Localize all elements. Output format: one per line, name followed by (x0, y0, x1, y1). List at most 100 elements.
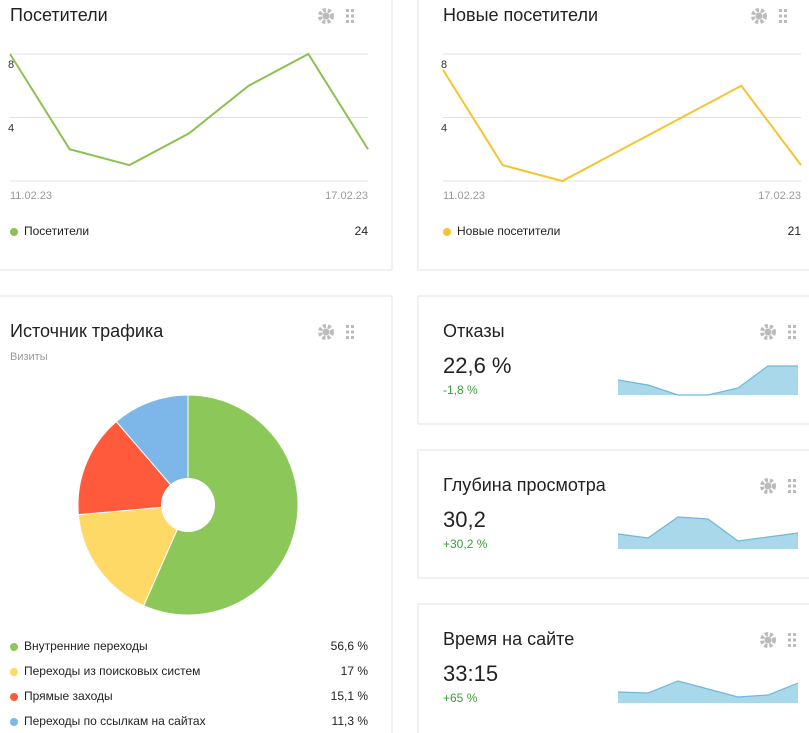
drag-handle[interactable] (788, 325, 791, 328)
y-tick-label: 4 (8, 122, 14, 134)
widget-title: Отказы (443, 321, 505, 341)
pie-slice (77, 420, 190, 516)
drag-handle[interactable] (351, 14, 354, 18)
drag-handle[interactable] (788, 336, 791, 339)
x-tick-label: 17.02.23 (758, 190, 801, 202)
drag-handle[interactable] (788, 330, 791, 334)
legend-marker (443, 228, 451, 236)
legend-label: Новые посетители (457, 224, 560, 238)
widget-title: Время на сайте (443, 629, 574, 649)
drag-handle[interactable] (351, 9, 354, 12)
drag-handle[interactable] (784, 20, 787, 23)
drag-handle[interactable] (788, 644, 791, 647)
drag-handle[interactable] (784, 9, 787, 12)
legend-marker (10, 668, 18, 676)
kpi-change: +65 % (443, 691, 478, 705)
line-series (9, 52, 369, 167)
chart-subtitle: Визиты (10, 351, 48, 363)
drag-handle[interactable] (351, 325, 354, 328)
drag-handle[interactable] (793, 638, 796, 642)
drag-handle[interactable] (346, 9, 349, 12)
drag-handle[interactable] (351, 336, 354, 339)
legend-value: 17 % (341, 664, 369, 678)
x-tick-label: 17.02.23 (325, 190, 368, 202)
settings-icon-core (322, 12, 330, 20)
kpi-change: +30,2 % (443, 537, 488, 551)
sparkline-area (618, 681, 798, 703)
drag-handle[interactable] (784, 14, 787, 18)
chart-title: Новые посетители (443, 5, 598, 25)
pie-slice (143, 394, 299, 616)
drag-handle[interactable] (793, 330, 796, 334)
legend-value: 11,3 % (332, 714, 369, 728)
drag-handle[interactable] (351, 330, 354, 334)
kpi-value: 22,6 % (443, 353, 512, 378)
legend-label: Переходы из поисковых систем (24, 664, 200, 678)
sparkline-line (617, 680, 799, 698)
y-tick-label: 8 (441, 59, 447, 71)
kpi-value: 33:15 (443, 661, 498, 686)
chart-title: Посетители (10, 5, 108, 25)
drag-handle[interactable] (793, 484, 796, 488)
x-tick-label: 11.02.23 (10, 190, 52, 202)
legend-value: 15,1 % (331, 689, 369, 703)
x-tick-label: 11.02.23 (443, 190, 485, 202)
settings-icon[interactable] (318, 8, 334, 24)
drag-handle[interactable] (793, 479, 796, 482)
legend-total: 21 (788, 224, 802, 238)
card (417, 603, 809, 733)
card (417, 295, 809, 425)
settings-icon[interactable] (760, 478, 776, 494)
drag-handle[interactable] (788, 479, 791, 482)
y-tick-label: 8 (8, 59, 14, 71)
chart-title: Источник трафика (10, 321, 164, 341)
pie-slice (115, 394, 189, 507)
settings-icon-core (755, 12, 763, 20)
drag-handle[interactable] (788, 490, 791, 493)
legend-label: Прямые заходы (24, 689, 113, 703)
card (417, 449, 809, 579)
sparkline-line (617, 365, 798, 396)
drag-handle[interactable] (793, 325, 796, 328)
drag-handle[interactable] (793, 644, 796, 647)
sparkline-area (618, 366, 798, 395)
drag-handle[interactable] (779, 9, 782, 12)
drag-handle[interactable] (346, 325, 349, 328)
widget-title: Глубина просмотра (443, 475, 607, 495)
drag-handle[interactable] (346, 330, 349, 334)
drag-handle[interactable] (351, 20, 354, 23)
legend-marker (10, 228, 18, 236)
drag-handle[interactable] (346, 20, 349, 23)
drag-handle[interactable] (788, 484, 791, 488)
pie-slice (77, 504, 189, 607)
y-tick-label: 4 (441, 122, 447, 134)
drag-handle[interactable] (793, 633, 796, 636)
sparkline-line (617, 516, 799, 542)
settings-icon-core (764, 636, 772, 644)
settings-icon[interactable] (318, 324, 334, 340)
drag-handle[interactable] (346, 336, 349, 339)
drag-handle[interactable] (793, 490, 796, 493)
legend-label: Внутренние переходы (24, 639, 148, 653)
legend-marker (10, 643, 18, 651)
legend-total: 24 (355, 224, 369, 238)
drag-handle[interactable] (793, 336, 796, 339)
pie-hole (161, 478, 215, 532)
line-series (442, 69, 802, 183)
drag-handle[interactable] (779, 14, 782, 18)
drag-handle[interactable] (779, 20, 782, 23)
settings-icon-core (764, 482, 772, 490)
settings-icon-core (322, 328, 330, 336)
legend-marker (10, 693, 18, 701)
legend-label: Посетители (24, 224, 89, 238)
drag-handle[interactable] (346, 14, 349, 18)
kpi-change: -1,8 % (443, 383, 478, 397)
drag-handle[interactable] (788, 638, 791, 642)
settings-icon[interactable] (760, 632, 776, 648)
drag-handle[interactable] (788, 633, 791, 636)
settings-icon[interactable] (751, 8, 767, 24)
kpi-value: 30,2 (443, 507, 486, 532)
sparkline-area (618, 517, 798, 549)
settings-icon[interactable] (760, 324, 776, 340)
